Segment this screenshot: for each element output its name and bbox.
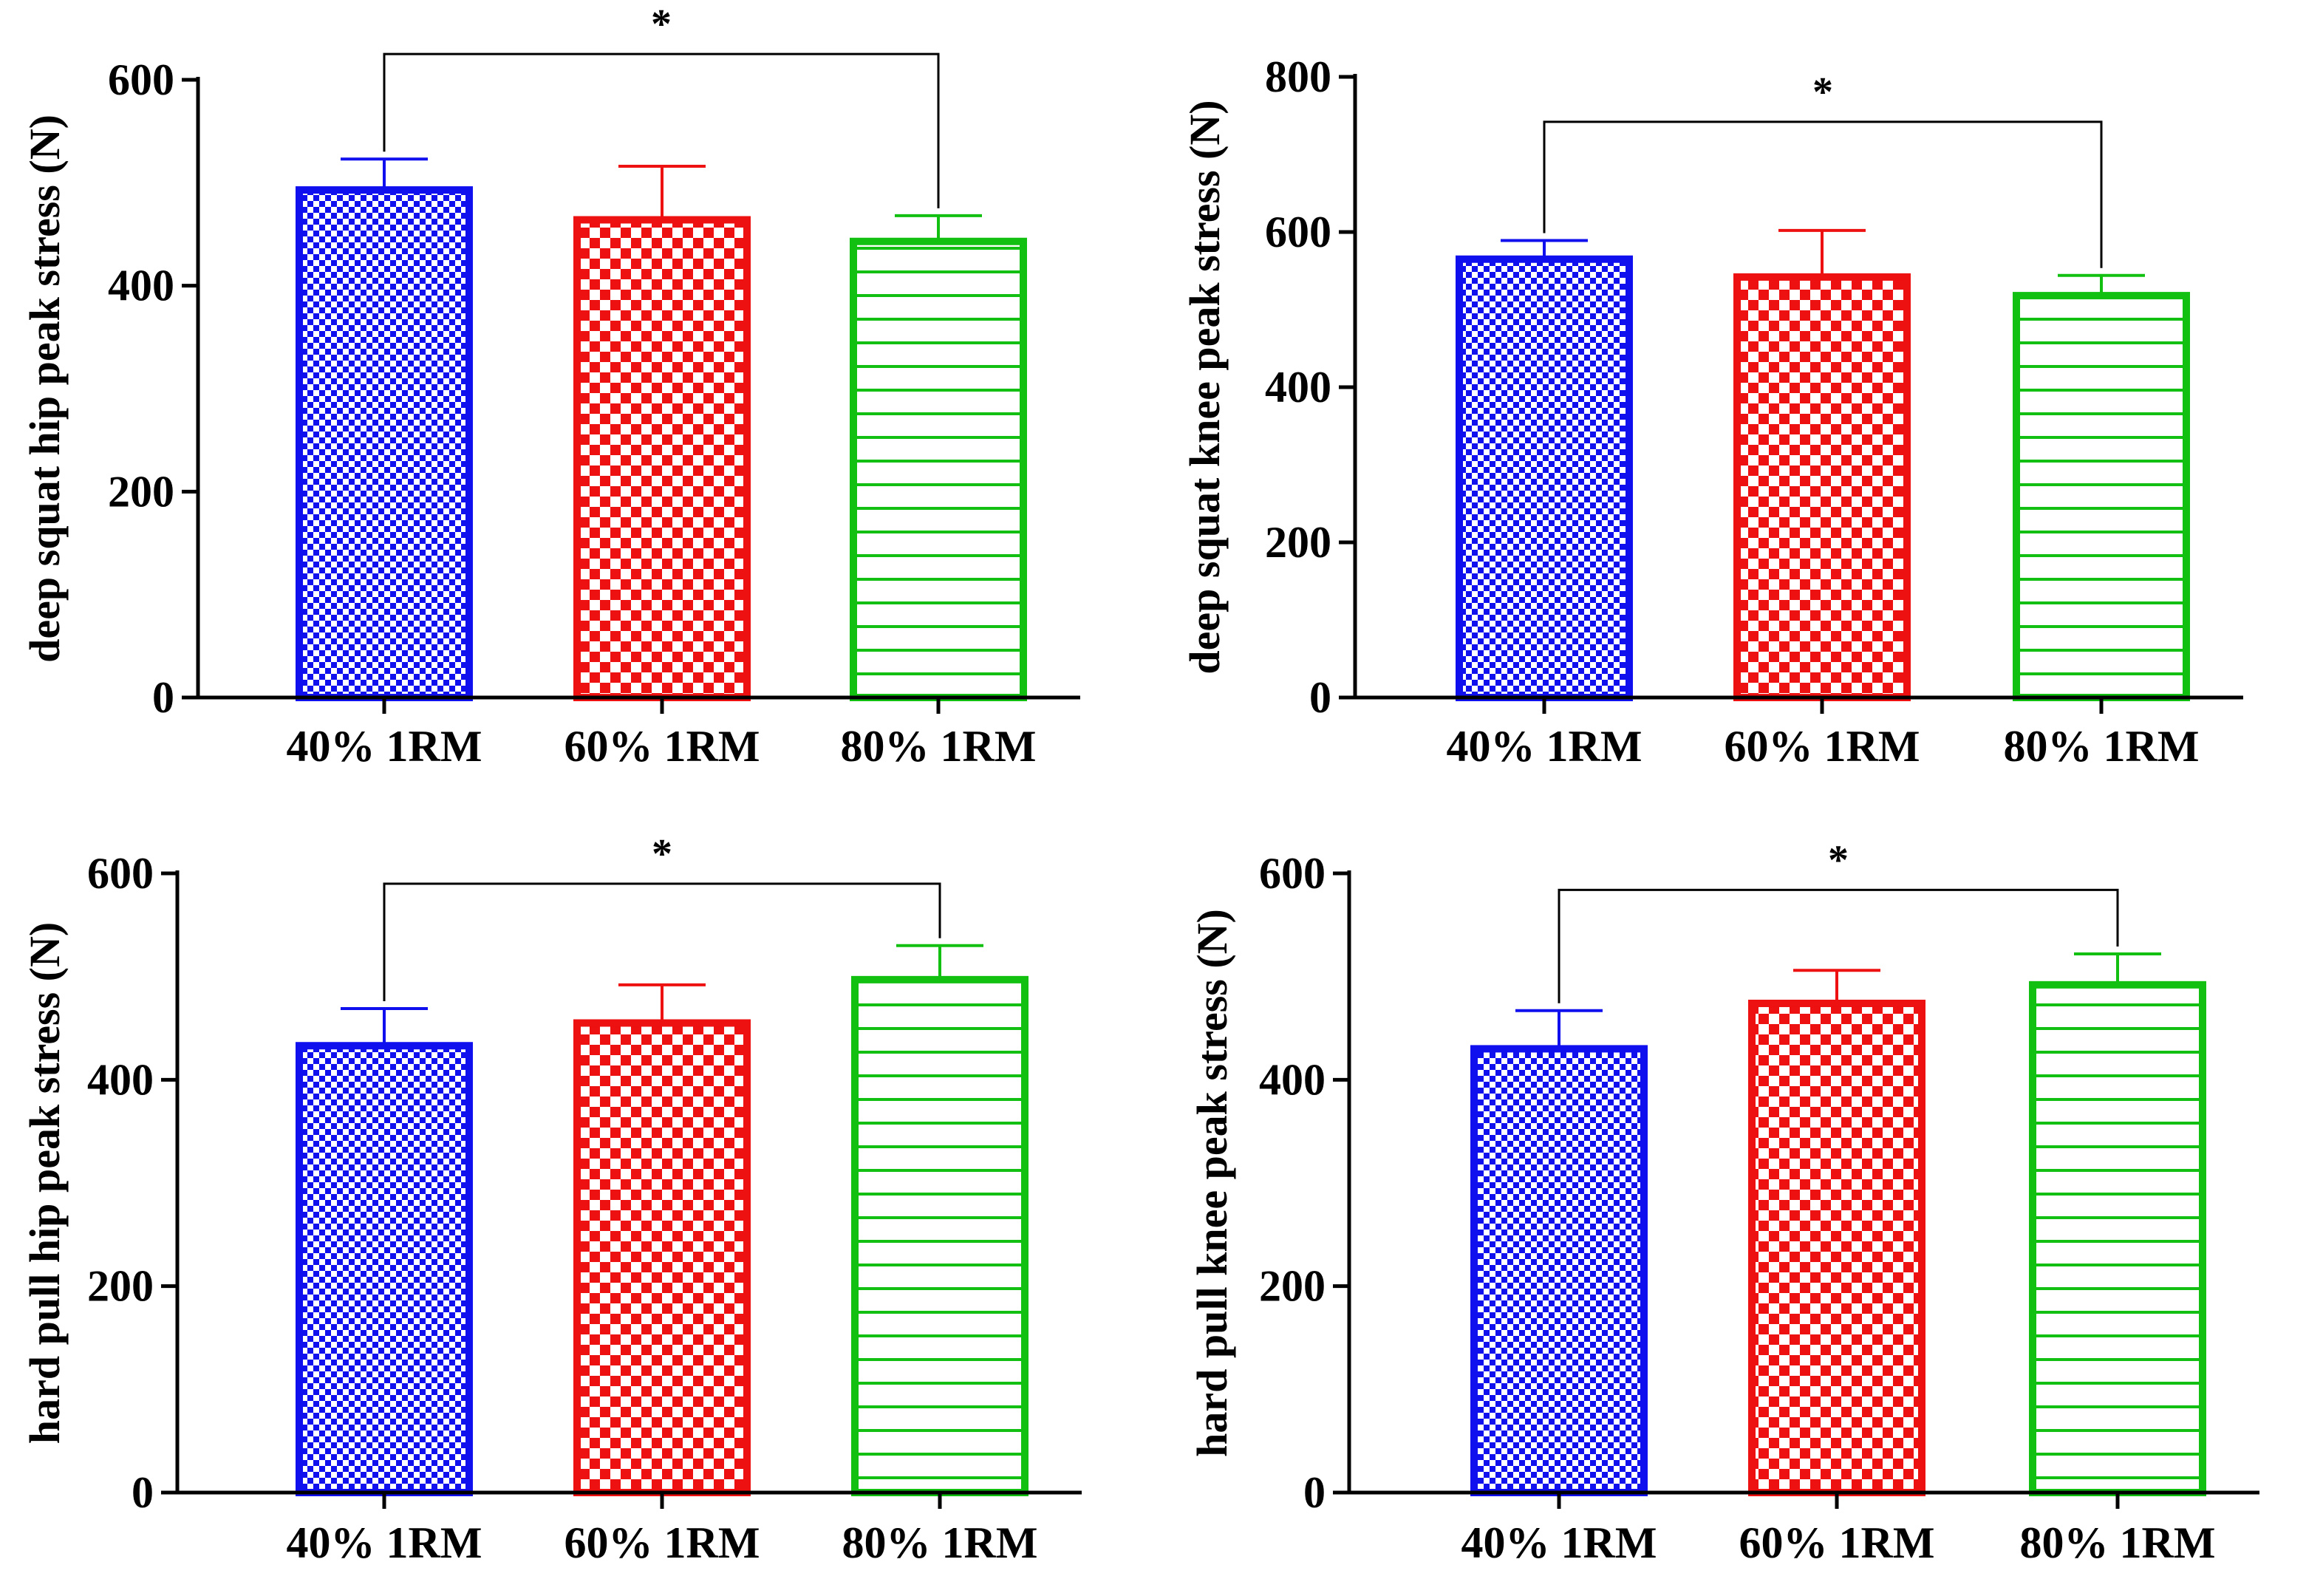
y-tick-label: 600: [1259, 849, 1326, 898]
significance-star: *: [652, 831, 672, 877]
x-tick-label: 60% 1RM: [1739, 1518, 1935, 1567]
x-tick-label: 80% 1RM: [841, 722, 1037, 771]
bar-801rm: [851, 975, 1029, 1496]
x-tick-label: 60% 1RM: [564, 722, 760, 771]
panel-hard-pull-knee: 0 200 400 600 40% 1RM 60% 1RM 80% 1RM hard pull…: [1188, 837, 2259, 1567]
bar-401rm: [1470, 1045, 1648, 1496]
y-axis-title: hard pull hip peak stress (N): [21, 922, 69, 1444]
panel-hard-pull-hip: 0 200 400 600 40% 1RM 60% 1RM 80% 1RM hard pull…: [21, 831, 1082, 1567]
y-tick-label: 0: [132, 1468, 154, 1517]
significance-bracket: [383, 52, 940, 208]
x-tick-label: 80% 1RM: [842, 1518, 1038, 1567]
y-tick-label: 800: [1265, 52, 1331, 101]
significance-star: *: [1828, 837, 1849, 883]
x-tick-label: 40% 1RM: [287, 1518, 482, 1567]
bar-601rm: [1733, 273, 1911, 701]
significance-bracket: [383, 882, 941, 1001]
y-tick-label: 200: [108, 467, 174, 516]
panel-deep-squat-knee: 0 200 400 600 800 40% 1RM 60% 1RM 80% 1RM deep s…: [1181, 52, 2243, 771]
x-tick-label: 40% 1RM: [1461, 1518, 1657, 1567]
y-tick-label: 0: [152, 673, 174, 722]
y-axis-title: deep squat hip peak stress (N): [21, 115, 69, 663]
bar-801rm: [2013, 292, 2190, 702]
x-tick-label: 40% 1RM: [287, 722, 482, 771]
bar-401rm: [296, 1042, 473, 1496]
y-tick-label: 0: [1303, 1468, 1326, 1517]
x-tick-label: 40% 1RM: [1447, 722, 1643, 771]
y-tick-label: 400: [1265, 363, 1331, 412]
y-tick-label: 400: [108, 262, 174, 310]
y-axis-title: hard pull knee peak stress (N): [1188, 909, 1236, 1457]
x-tick-label: 60% 1RM: [1725, 722, 1920, 771]
bar-801rm: [2029, 981, 2206, 1496]
significance-bracket: [1543, 120, 2103, 268]
y-tick-label: 200: [87, 1262, 154, 1311]
y-tick-label: 200: [1265, 518, 1331, 567]
significance-star: *: [1812, 69, 1833, 115]
bar-601rm: [1748, 999, 1925, 1496]
y-axis-title: deep squat knee peak stress (N): [1181, 100, 1229, 674]
bar-601rm: [573, 216, 751, 701]
y-tick-label: 400: [87, 1055, 154, 1104]
bar-801rm: [850, 237, 1027, 701]
y-tick-label: 600: [108, 55, 174, 104]
x-tick-label: 80% 1RM: [2020, 1518, 2216, 1567]
bar-401rm: [1456, 255, 1633, 701]
y-tick-label: 600: [87, 849, 154, 898]
x-tick-label: 60% 1RM: [564, 1518, 760, 1567]
significance-bracket: [1558, 888, 2119, 1003]
bar-401rm: [296, 186, 473, 701]
bar-601rm: [573, 1019, 751, 1497]
y-tick-label: 0: [1309, 673, 1331, 722]
significance-star: *: [651, 1, 672, 47]
y-tick-label: 400: [1259, 1055, 1326, 1104]
y-tick-label: 200: [1259, 1262, 1326, 1311]
y-tick-label: 600: [1265, 208, 1331, 256]
x-tick-label: 80% 1RM: [2004, 722, 2200, 771]
panel-deep-squat-hip: 0 200 400 600 40% 1RM 60% 1RM 80% 1RM deep squa…: [21, 1, 1080, 771]
